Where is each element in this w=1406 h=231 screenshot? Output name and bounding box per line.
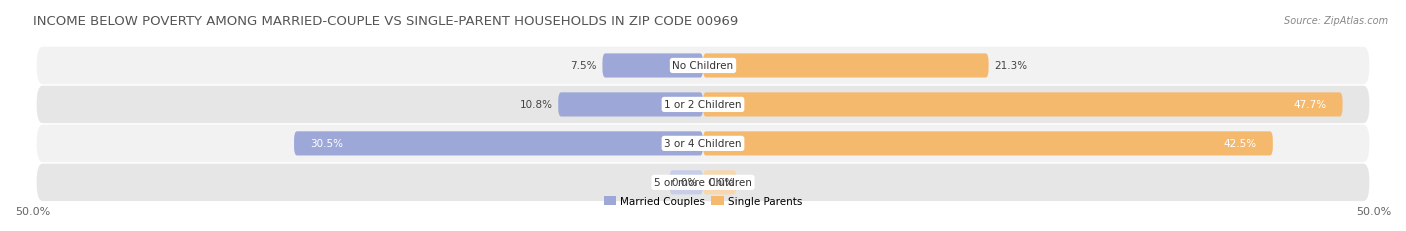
FancyBboxPatch shape <box>703 93 1343 117</box>
Text: 5 or more Children: 5 or more Children <box>654 178 752 188</box>
FancyBboxPatch shape <box>703 54 988 78</box>
Legend: Married Couples, Single Parents: Married Couples, Single Parents <box>599 192 807 210</box>
Text: 47.7%: 47.7% <box>1294 100 1326 110</box>
FancyBboxPatch shape <box>37 125 1369 162</box>
FancyBboxPatch shape <box>703 170 737 195</box>
Text: 0.0%: 0.0% <box>709 178 734 188</box>
FancyBboxPatch shape <box>37 48 1369 85</box>
Text: 10.8%: 10.8% <box>520 100 553 110</box>
Text: 42.5%: 42.5% <box>1223 139 1257 149</box>
Text: 7.5%: 7.5% <box>571 61 598 71</box>
FancyBboxPatch shape <box>558 93 703 117</box>
Text: INCOME BELOW POVERTY AMONG MARRIED-COUPLE VS SINGLE-PARENT HOUSEHOLDS IN ZIP COD: INCOME BELOW POVERTY AMONG MARRIED-COUPL… <box>32 15 738 28</box>
FancyBboxPatch shape <box>294 132 703 156</box>
Text: 1 or 2 Children: 1 or 2 Children <box>664 100 742 110</box>
FancyBboxPatch shape <box>703 132 1272 156</box>
Text: Source: ZipAtlas.com: Source: ZipAtlas.com <box>1284 16 1388 26</box>
Text: 30.5%: 30.5% <box>311 139 343 149</box>
Text: 0.0%: 0.0% <box>672 178 697 188</box>
Text: 3 or 4 Children: 3 or 4 Children <box>664 139 742 149</box>
FancyBboxPatch shape <box>602 54 703 78</box>
Text: 21.3%: 21.3% <box>994 61 1026 71</box>
FancyBboxPatch shape <box>669 170 703 195</box>
Text: No Children: No Children <box>672 61 734 71</box>
FancyBboxPatch shape <box>37 86 1369 124</box>
FancyBboxPatch shape <box>37 164 1369 201</box>
